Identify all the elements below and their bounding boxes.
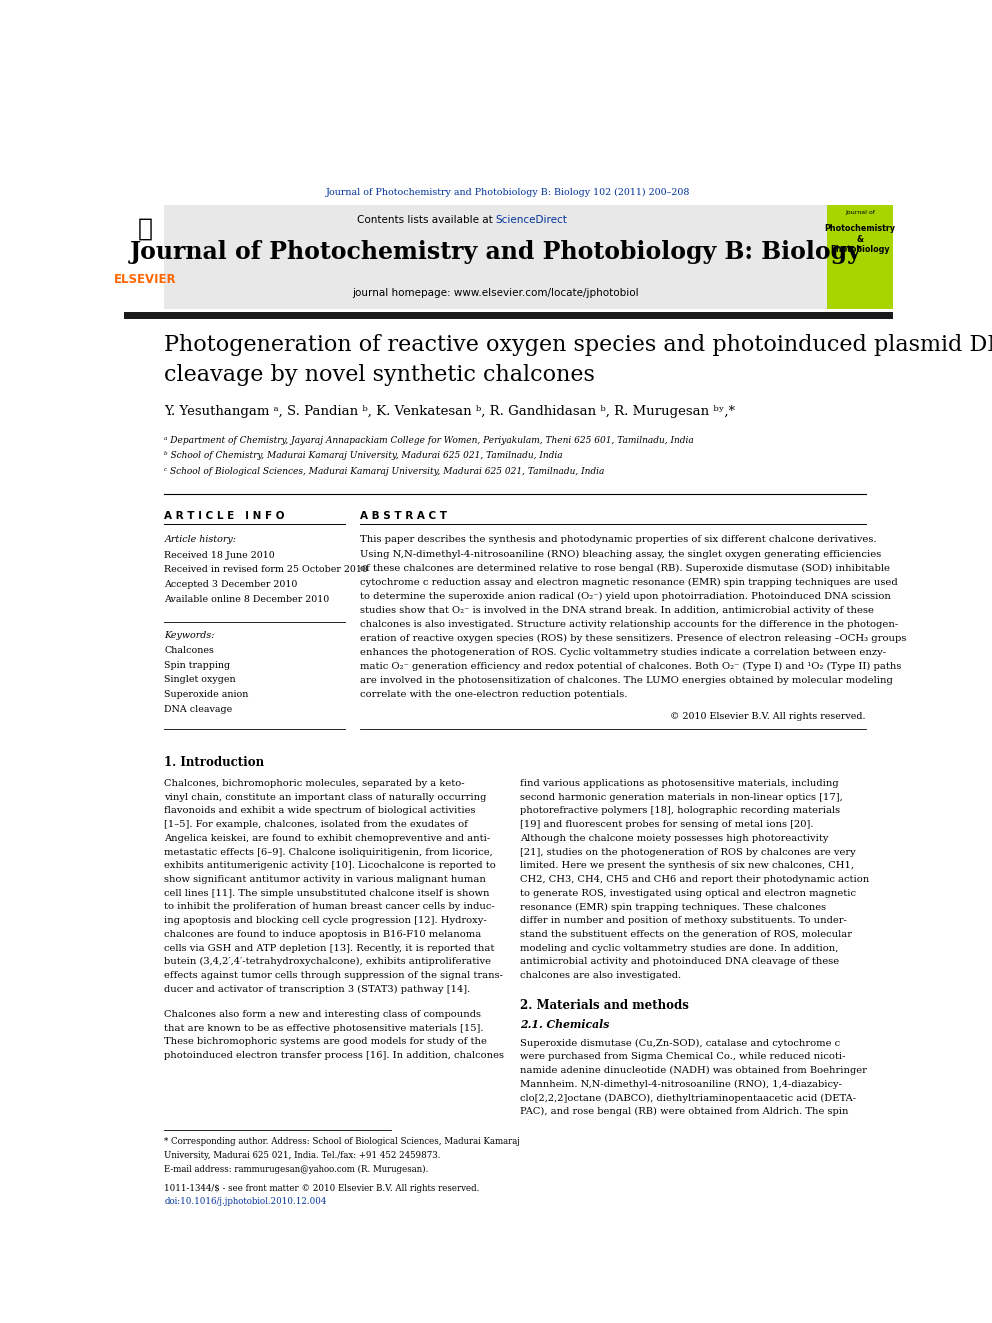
Text: eration of reactive oxygen species (ROS) by these sensitizers. Presence of elect: eration of reactive oxygen species (ROS)…	[360, 634, 907, 643]
Text: enhances the photogeneration of ROS. Cyclic voltammetry studies indicate a corre: enhances the photogeneration of ROS. Cyc…	[360, 648, 887, 658]
Text: resonance (EMR) spin trapping techniques. These chalcones: resonance (EMR) spin trapping techniques…	[520, 902, 826, 912]
Text: Angelica keiskei, are found to exhibit chemopreventive and anti-: Angelica keiskei, are found to exhibit c…	[165, 833, 491, 843]
Text: E-mail address: rammurugesan@yahoo.com (R. Murugesan).: E-mail address: rammurugesan@yahoo.com (…	[165, 1166, 429, 1175]
FancyBboxPatch shape	[124, 205, 165, 308]
FancyBboxPatch shape	[124, 312, 893, 319]
Text: Contents lists available at: Contents lists available at	[356, 214, 496, 225]
Text: 2. Materials and methods: 2. Materials and methods	[520, 999, 688, 1012]
Text: correlate with the one-electron reduction potentials.: correlate with the one-electron reductio…	[360, 691, 628, 700]
Text: show significant antitumor activity in various malignant human: show significant antitumor activity in v…	[165, 875, 486, 884]
Text: ᵇ School of Chemistry, Madurai Kamaraj University, Madurai 625 021, Tamilnadu, I: ᵇ School of Chemistry, Madurai Kamaraj U…	[165, 451, 562, 460]
Text: clo[2,2,2]octane (DABCO), diethyltriaminopentaacetic acid (DETA-: clo[2,2,2]octane (DABCO), diethyltriamin…	[520, 1093, 856, 1102]
Text: cleavage by novel synthetic chalcones: cleavage by novel synthetic chalcones	[165, 364, 595, 386]
Text: stand the substituent effects on the generation of ROS, molecular: stand the substituent effects on the gen…	[520, 930, 852, 939]
Text: chalcones are also investigated.: chalcones are also investigated.	[520, 971, 682, 980]
Text: cytochrome c reduction assay and electron magnetic resonance (EMR) spin trapping: cytochrome c reduction assay and electro…	[360, 578, 898, 586]
Text: cells via GSH and ATP depletion [13]. Recently, it is reported that: cells via GSH and ATP depletion [13]. Re…	[165, 943, 495, 953]
Text: journal homepage: www.elsevier.com/locate/jphotobiol: journal homepage: www.elsevier.com/locat…	[352, 288, 639, 298]
Text: This paper describes the synthesis and photodynamic properties of six different : This paper describes the synthesis and p…	[360, 536, 877, 544]
Text: limited. Here we present the synthesis of six new chalcones, CH1,: limited. Here we present the synthesis o…	[520, 861, 854, 871]
Text: doi:10.1016/j.jphotobiol.2010.12.004: doi:10.1016/j.jphotobiol.2010.12.004	[165, 1197, 326, 1207]
Text: ᵃ Department of Chemistry, Jayaraj Annapackiam College for Women, Periyakulam, T: ᵃ Department of Chemistry, Jayaraj Annap…	[165, 437, 694, 445]
Text: differ in number and position of methoxy substituents. To under-: differ in number and position of methoxy…	[520, 916, 847, 925]
Text: Article history:: Article history:	[165, 536, 236, 544]
Text: Journal of: Journal of	[845, 209, 875, 214]
Text: 1011-1344/$ - see front matter © 2010 Elsevier B.V. All rights reserved.: 1011-1344/$ - see front matter © 2010 El…	[165, 1184, 480, 1192]
Text: University, Madurai 625 021, India. Tel./fax: +91 452 2459873.: University, Madurai 625 021, India. Tel.…	[165, 1151, 440, 1159]
Text: Singlet oxygen: Singlet oxygen	[165, 676, 236, 684]
Text: Spin trapping: Spin trapping	[165, 660, 230, 669]
Text: ing apoptosis and blocking cell cycle progression [12]. Hydroxy-: ing apoptosis and blocking cell cycle pr…	[165, 916, 487, 925]
Text: to determine the superoxide anion radical (O₂⁻) yield upon photoirradiation. Pho: to determine the superoxide anion radica…	[360, 591, 891, 601]
Text: Chalcones, bichromophoric molecules, separated by a keto-: Chalcones, bichromophoric molecules, sep…	[165, 779, 465, 789]
Text: chalcones are found to induce apoptosis in B16-F10 melanoma: chalcones are found to induce apoptosis …	[165, 930, 481, 939]
Text: DNA cleavage: DNA cleavage	[165, 705, 232, 713]
Text: Y. Yesuthangam ᵃ, S. Pandian ᵇ, K. Venkatesan ᵇ, R. Gandhidasan ᵇ, R. Murugesan : Y. Yesuthangam ᵃ, S. Pandian ᵇ, K. Venka…	[165, 405, 735, 418]
Text: © 2010 Elsevier B.V. All rights reserved.: © 2010 Elsevier B.V. All rights reserved…	[671, 712, 866, 721]
Text: 1. Introduction: 1. Introduction	[165, 755, 265, 769]
Text: Received 18 June 2010: Received 18 June 2010	[165, 550, 275, 560]
Text: [1–5]. For example, chalcones, isolated from the exudates of: [1–5]. For example, chalcones, isolated …	[165, 820, 468, 830]
Text: [21], studies on the photogeneration of ROS by chalcones are very: [21], studies on the photogeneration of …	[520, 848, 856, 856]
Text: studies show that O₂⁻ is involved in the DNA strand break. In addition, antimicr: studies show that O₂⁻ is involved in the…	[360, 606, 874, 615]
Text: Journal of Photochemistry and Photobiology B: Biology: Journal of Photochemistry and Photobiolo…	[130, 239, 861, 263]
Text: A B S T R A C T: A B S T R A C T	[360, 511, 447, 521]
Text: modeling and cyclic voltammetry studies are done. In addition,: modeling and cyclic voltammetry studies …	[520, 943, 838, 953]
Text: Received in revised form 25 October 2010: Received in revised form 25 October 2010	[165, 565, 368, 574]
Text: photoinduced electron transfer process [16]. In addition, chalcones: photoinduced electron transfer process […	[165, 1050, 504, 1060]
FancyBboxPatch shape	[827, 205, 893, 308]
Text: to inhibit the proliferation of human breast cancer cells by induc-: to inhibit the proliferation of human br…	[165, 902, 495, 912]
Text: Mannheim. N,N-dimethyl-4-nitrosoaniline (RNO), 1,4-diazabicy-: Mannheim. N,N-dimethyl-4-nitrosoaniline …	[520, 1080, 842, 1089]
Text: that are known to be as effective photosensitive materials [15].: that are known to be as effective photos…	[165, 1024, 484, 1033]
Text: metastatic effects [6–9]. Chalcone isoliquiritigenin, from licorice,: metastatic effects [6–9]. Chalcone isoli…	[165, 848, 493, 856]
Text: find various applications as photosensitive materials, including: find various applications as photosensit…	[520, 779, 838, 789]
Text: [19] and fluorescent probes for sensing of metal ions [20].: [19] and fluorescent probes for sensing …	[520, 820, 813, 830]
Text: vinyl chain, constitute an important class of naturally occurring: vinyl chain, constitute an important cla…	[165, 792, 487, 802]
Text: Superoxide dismutase (Cu,Zn-SOD), catalase and cytochrome c: Superoxide dismutase (Cu,Zn-SOD), catala…	[520, 1039, 840, 1048]
Text: are involved in the photosensitization of chalcones. The LUMO energies obtained : are involved in the photosensitization o…	[360, 676, 893, 685]
Text: Accepted 3 December 2010: Accepted 3 December 2010	[165, 579, 298, 589]
Text: 2.1. Chemicals: 2.1. Chemicals	[520, 1019, 609, 1031]
Text: exhibits antitumerigenic activity [10]. Licochalcone is reported to: exhibits antitumerigenic activity [10]. …	[165, 861, 496, 871]
Text: flavonoids and exhibit a wide spectrum of biological activities: flavonoids and exhibit a wide spectrum o…	[165, 807, 476, 815]
Text: Keywords:: Keywords:	[165, 631, 215, 640]
Text: effects against tumor cells through suppression of the signal trans-: effects against tumor cells through supp…	[165, 971, 503, 980]
Text: were purchased from Sigma Chemical Co., while reduced nicoti-: were purchased from Sigma Chemical Co., …	[520, 1052, 845, 1061]
Text: Photochemistry
&
Photobiology: Photochemistry & Photobiology	[824, 224, 896, 254]
Text: chalcones is also investigated. Structure activity relationship accounts for the: chalcones is also investigated. Structur…	[360, 620, 899, 628]
Text: ᶜ School of Biological Sciences, Madurai Kamaraj University, Madurai 625 021, Ta: ᶜ School of Biological Sciences, Madurai…	[165, 467, 605, 476]
Text: namide adenine dinucleotide (NADH) was obtained from Boehringer: namide adenine dinucleotide (NADH) was o…	[520, 1066, 867, 1076]
Text: PAC), and rose bengal (RB) were obtained from Aldrich. The spin: PAC), and rose bengal (RB) were obtained…	[520, 1107, 848, 1117]
Text: matic O₂⁻ generation efficiency and redox potential of chalcones. Both O₂⁻ (Type: matic O₂⁻ generation efficiency and redo…	[360, 662, 902, 671]
Text: 🌳: 🌳	[138, 217, 153, 241]
Text: * Corresponding author. Address: School of Biological Sciences, Madurai Kamaraj: * Corresponding author. Address: School …	[165, 1138, 520, 1147]
Text: Although the chalcone moiety possesses high photoreactivity: Although the chalcone moiety possesses h…	[520, 833, 828, 843]
Text: Using N,N-dimethyl-4-nitrosoaniline (RNO) bleaching assay, the singlet oxygen ge: Using N,N-dimethyl-4-nitrosoaniline (RNO…	[360, 549, 882, 558]
Text: photorefractive polymers [18], holographic recording materials: photorefractive polymers [18], holograph…	[520, 807, 840, 815]
Text: ScienceDirect: ScienceDirect	[496, 214, 567, 225]
Text: Available online 8 December 2010: Available online 8 December 2010	[165, 594, 329, 603]
Text: Photogeneration of reactive oxygen species and photoinduced plasmid DNA: Photogeneration of reactive oxygen speci…	[165, 333, 992, 356]
Text: antimicrobial activity and photoinduced DNA cleavage of these: antimicrobial activity and photoinduced …	[520, 958, 839, 966]
Text: butein (3,4,2′,4′-tetrahydroxychalcone), exhibits antiproliferative: butein (3,4,2′,4′-tetrahydroxychalcone),…	[165, 958, 491, 966]
Text: to generate ROS, investigated using optical and electron magnetic: to generate ROS, investigated using opti…	[520, 889, 856, 898]
Text: ELSEVIER: ELSEVIER	[114, 273, 177, 286]
Text: of these chalcones are determined relative to rose bengal (RB). Superoxide dismu: of these chalcones are determined relati…	[360, 564, 891, 573]
Text: A R T I C L E   I N F O: A R T I C L E I N F O	[165, 511, 285, 521]
Text: Journal of Photochemistry and Photobiology B: Biology 102 (2011) 200–208: Journal of Photochemistry and Photobiolo…	[326, 188, 690, 197]
Text: ducer and activator of transcription 3 (STAT3) pathway [14].: ducer and activator of transcription 3 (…	[165, 984, 470, 994]
Text: These bichromophoric systems are good models for study of the: These bichromophoric systems are good mo…	[165, 1037, 487, 1046]
Text: Chalcones also form a new and interesting class of compounds: Chalcones also form a new and interestin…	[165, 1009, 481, 1019]
Text: second harmonic generation materials in non-linear optics [17],: second harmonic generation materials in …	[520, 792, 843, 802]
FancyBboxPatch shape	[165, 205, 827, 308]
Text: Chalcones: Chalcones	[165, 646, 214, 655]
Text: CH2, CH3, CH4, CH5 and CH6 and report their photodynamic action: CH2, CH3, CH4, CH5 and CH6 and report th…	[520, 875, 869, 884]
Text: Superoxide anion: Superoxide anion	[165, 691, 249, 699]
Text: cell lines [11]. The simple unsubstituted chalcone itself is shown: cell lines [11]. The simple unsubstitute…	[165, 889, 490, 898]
